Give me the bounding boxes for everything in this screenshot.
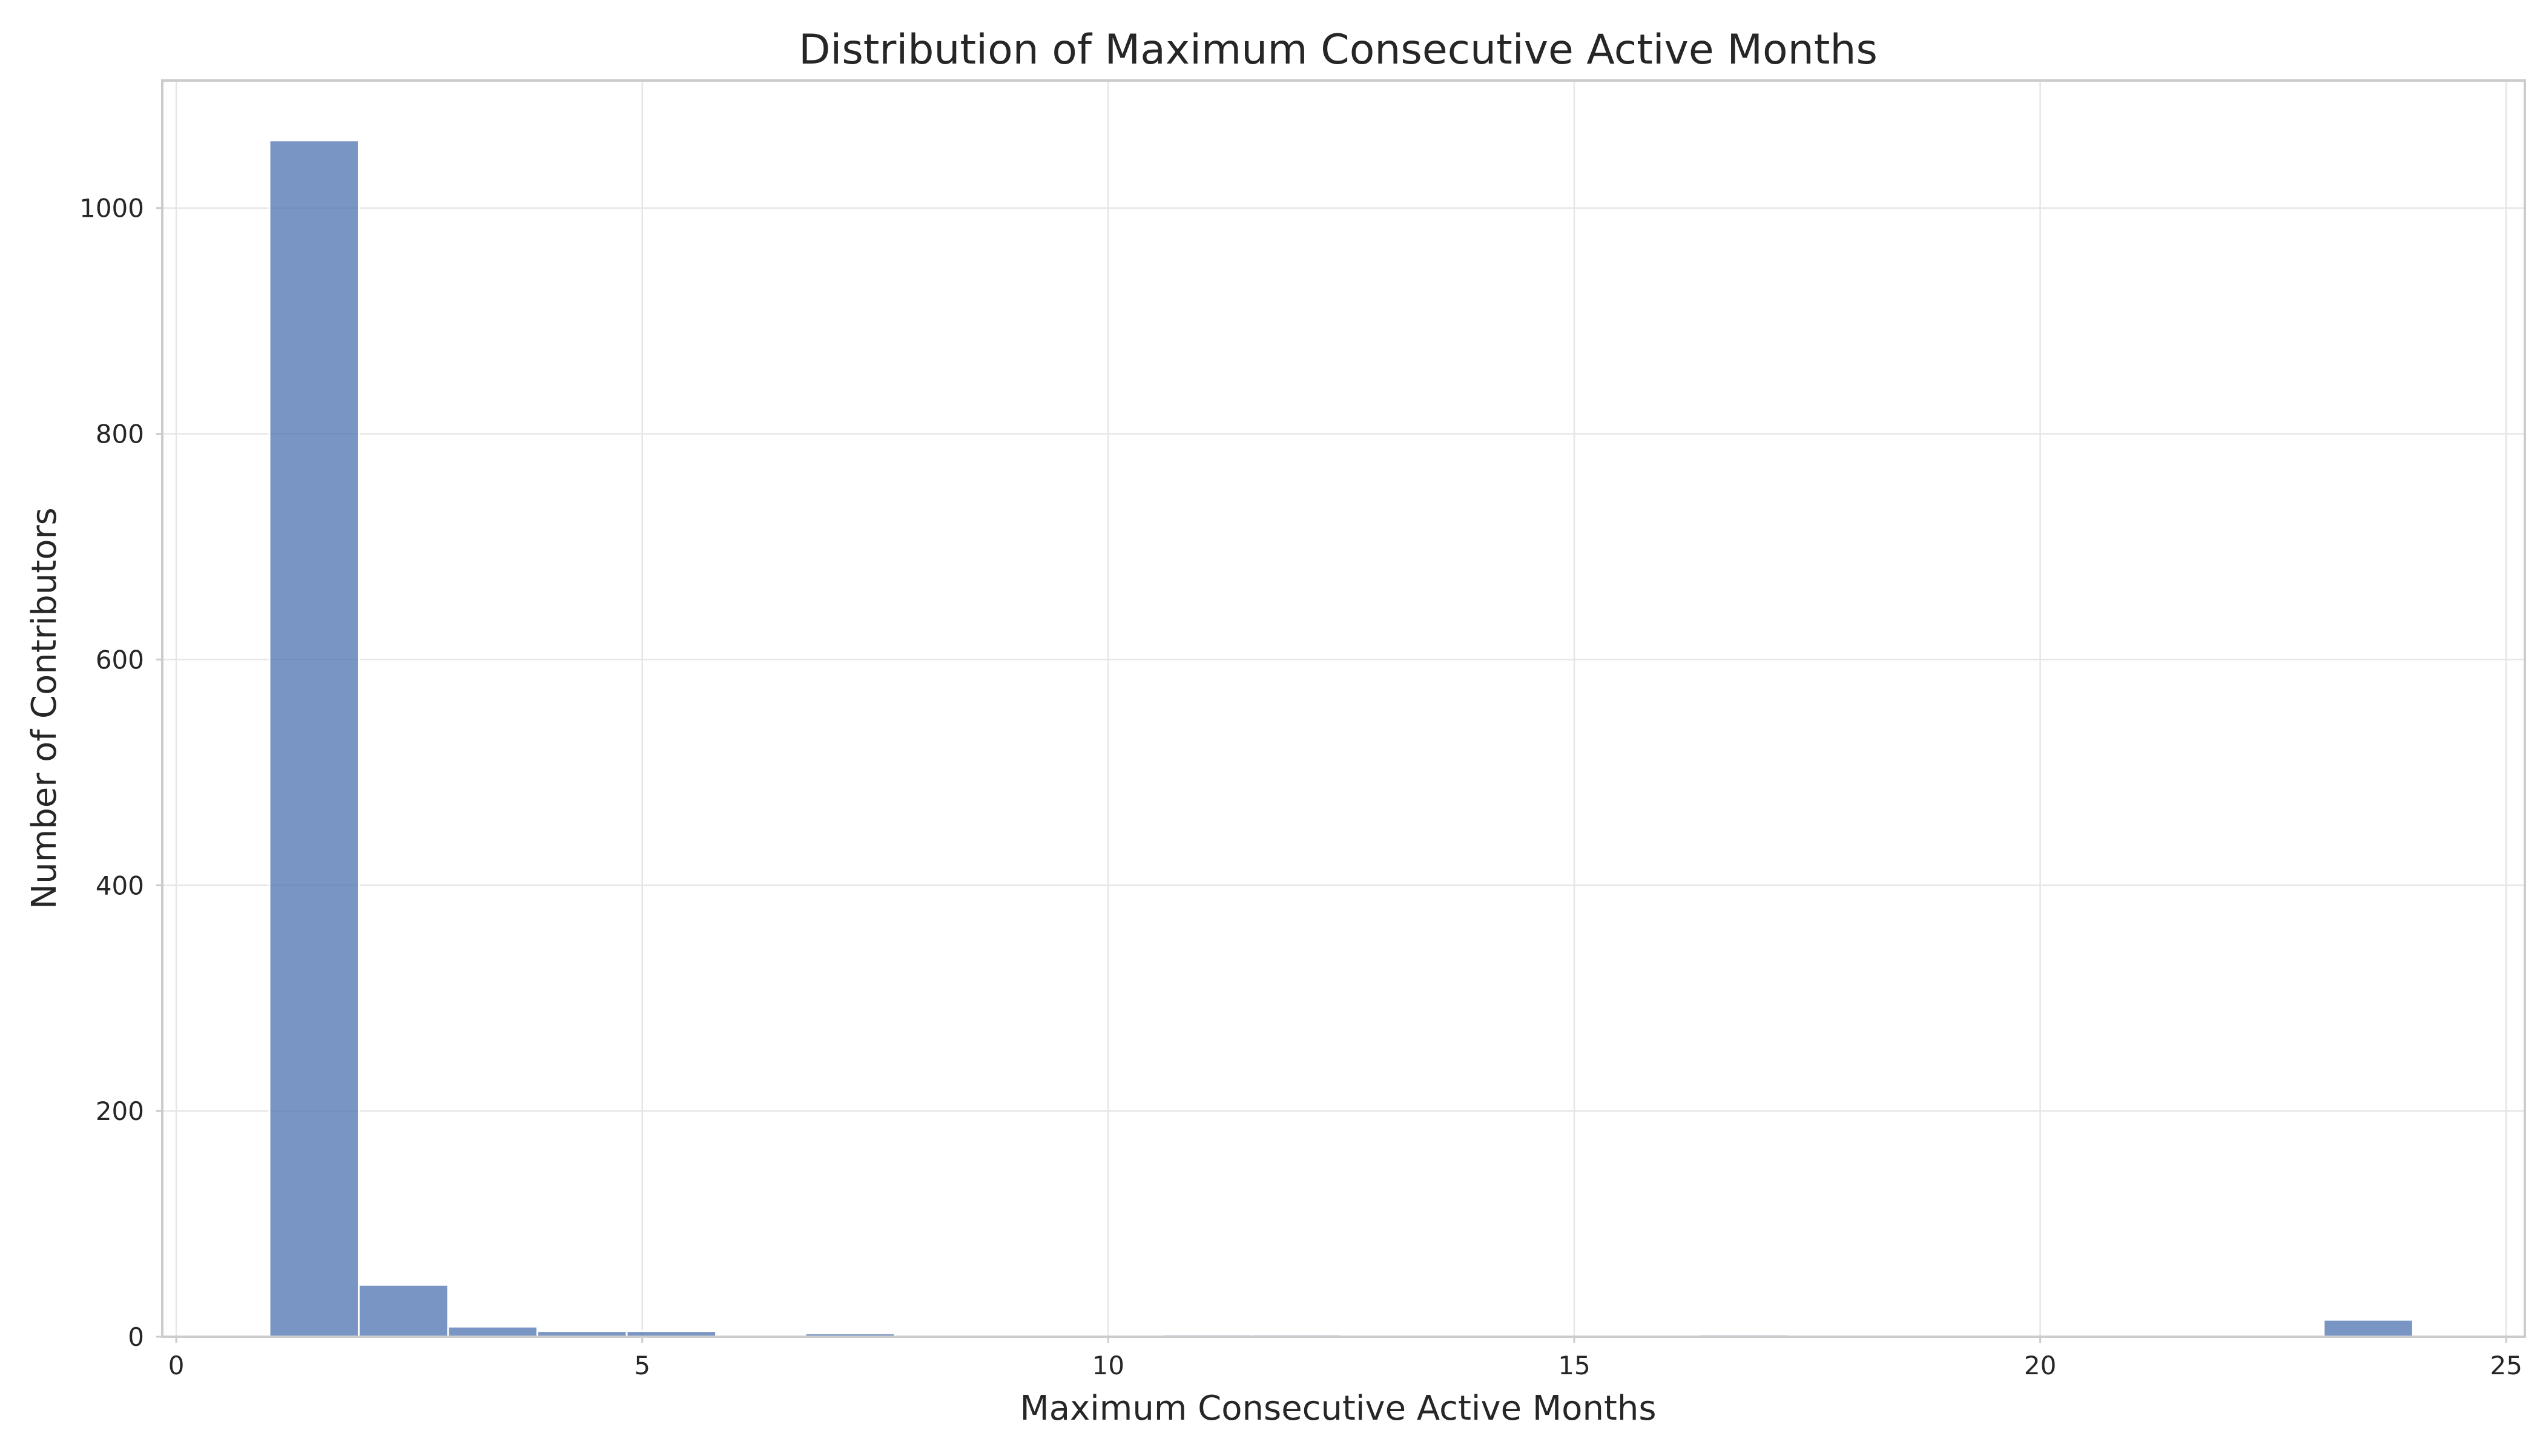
x-tick-label: 5 <box>634 1351 650 1380</box>
histogram-bar <box>268 139 360 1338</box>
x-tick-label: 15 <box>1558 1351 1590 1380</box>
x-axis-label: Maximum Consecutive Active Months <box>1020 1389 1656 1428</box>
plot-frame <box>161 79 2526 1338</box>
histogram-bar <box>2323 1319 2414 1338</box>
histogram-bars <box>268 139 2414 1338</box>
y-tick-label: 1000 <box>79 194 144 223</box>
histogram-bar <box>357 1283 449 1338</box>
histogram-bar <box>447 1325 539 1338</box>
y-tick-label: 400 <box>96 871 144 900</box>
x-tick-label: 10 <box>1092 1351 1124 1380</box>
y-tick-label: 0 <box>128 1322 144 1352</box>
x-tick-label: 0 <box>168 1351 185 1380</box>
chart-title: Distribution of Maximum Consecutive Acti… <box>799 26 1878 74</box>
axis-ticks: 0 5 10 15 20 25 0 200 400 600 800 1000 <box>79 194 2522 1380</box>
y-tick-label: 200 <box>96 1096 144 1126</box>
y-tick-label: 600 <box>96 645 144 674</box>
x-tick-label: 25 <box>2490 1351 2522 1380</box>
y-axis-label: Number of Contributors <box>25 507 64 909</box>
y-tick-label: 800 <box>96 420 144 449</box>
x-tick-label: 20 <box>2024 1351 2056 1380</box>
